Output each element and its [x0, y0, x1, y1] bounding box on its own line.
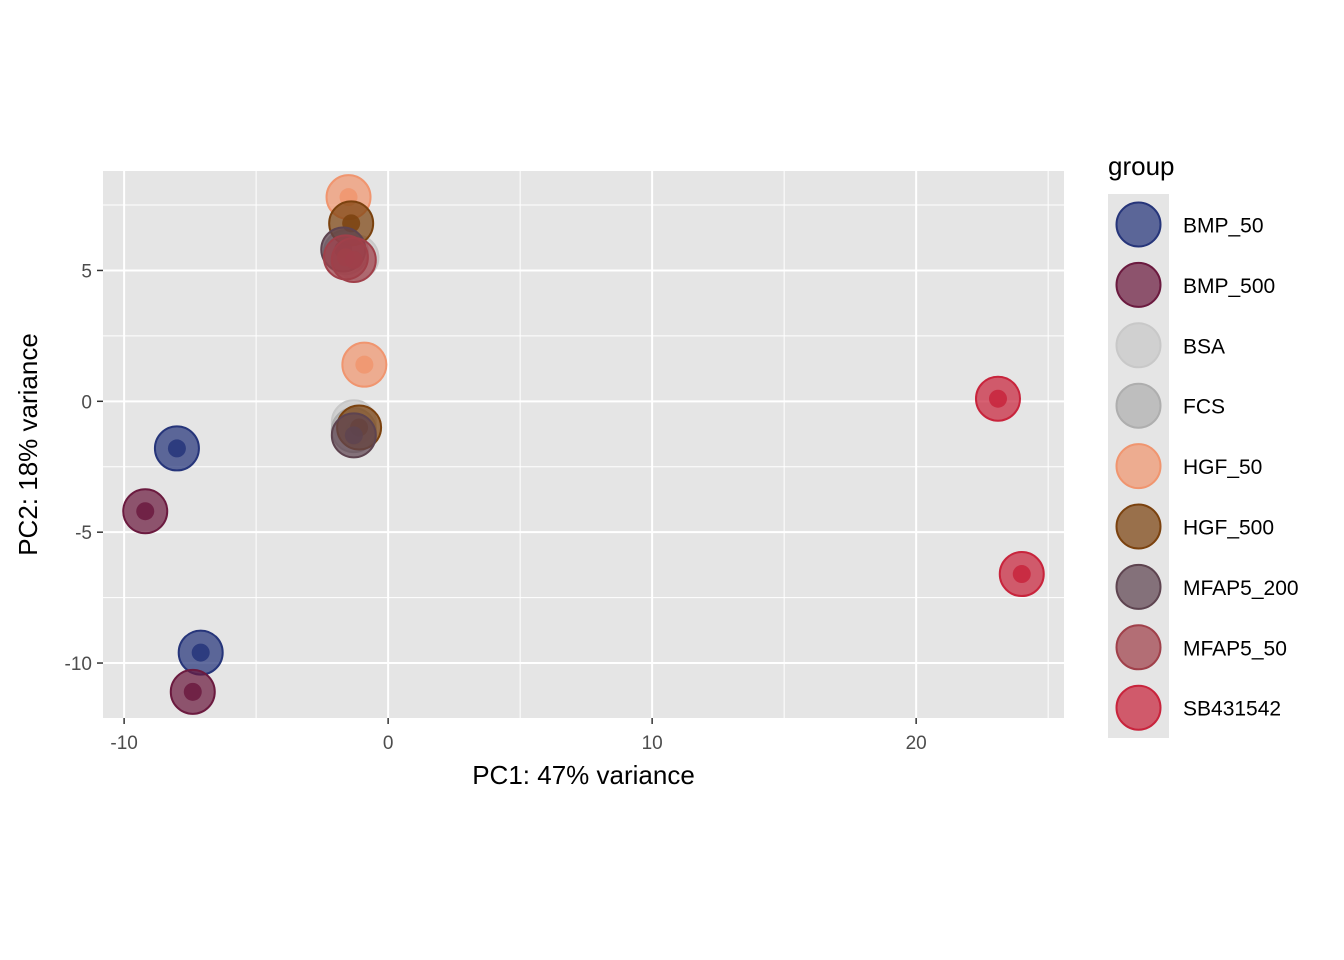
legend-label-fcs: FCS: [1183, 396, 1225, 419]
legend: group BMP_50 BMP_500 BSA FCS HGF_50 HGF_500 MF…: [1108, 151, 1299, 738]
y-axis-ticks: -10 -5 0 5: [65, 261, 103, 675]
legend-label-bmp_500: BMP_500: [1183, 275, 1275, 298]
data-point-core-mfap5_50: [344, 250, 363, 269]
y-tick-label: -5: [75, 523, 92, 544]
x-tick-label: 0: [383, 733, 394, 754]
data-point-core-hgf_50: [355, 355, 374, 374]
data-point-core-bmp_50: [191, 643, 210, 662]
legend-label-hgf_500: HGF_500: [1183, 517, 1274, 540]
x-axis-ticks: -10 0 10 20: [110, 718, 927, 754]
major-grid: [103, 171, 1064, 718]
data-point-core-sb431542: [988, 389, 1007, 408]
data-point-core-bmp_500: [136, 502, 155, 521]
legend-label-mfap5_50: MFAP5_50: [1183, 637, 1287, 660]
data-point-core-sb431542: [1012, 565, 1031, 584]
x-tick-label: 20: [906, 733, 927, 754]
legend-key-fcs: [1115, 382, 1162, 429]
x-tick-label: -10: [110, 733, 137, 754]
y-tick-label: 0: [81, 392, 92, 413]
plot-panel: [103, 171, 1064, 718]
legend-key-bmp_50: [1115, 201, 1162, 248]
x-tick-label: 10: [642, 733, 663, 754]
legend-label-bmp_50: BMP_50: [1183, 215, 1264, 238]
legend-title: group: [1108, 151, 1175, 181]
legend-label-hgf_50: HGF_50: [1183, 456, 1262, 479]
data-point-core-mfap5_200: [344, 426, 363, 445]
legend-label-bsa: BSA: [1183, 335, 1225, 358]
data-points: [122, 174, 1045, 715]
legend-key-hgf_50: [1115, 443, 1162, 490]
y-tick-label: 5: [81, 261, 92, 282]
y-axis-title: PC2: 18% variance: [13, 333, 43, 556]
legend-label-mfap5_200: MFAP5_200: [1183, 577, 1299, 600]
legend-key-mfap5_50: [1115, 624, 1162, 671]
minor-grid: [103, 171, 1064, 718]
x-axis-title: PC1: 47% variance: [472, 760, 695, 790]
y-tick-label: -10: [65, 654, 92, 675]
legend-key-bmp_500: [1115, 261, 1162, 308]
legend-key-mfap5_200: [1115, 563, 1162, 610]
data-point-core-bmp_500: [183, 682, 202, 701]
legend-key-bsa: [1115, 322, 1162, 369]
data-point-core-bmp_50: [167, 439, 186, 458]
legend-key-hgf_500: [1115, 503, 1162, 550]
legend-key-sb431542: [1115, 684, 1162, 731]
legend-label-sb431542: SB431542: [1183, 698, 1281, 721]
